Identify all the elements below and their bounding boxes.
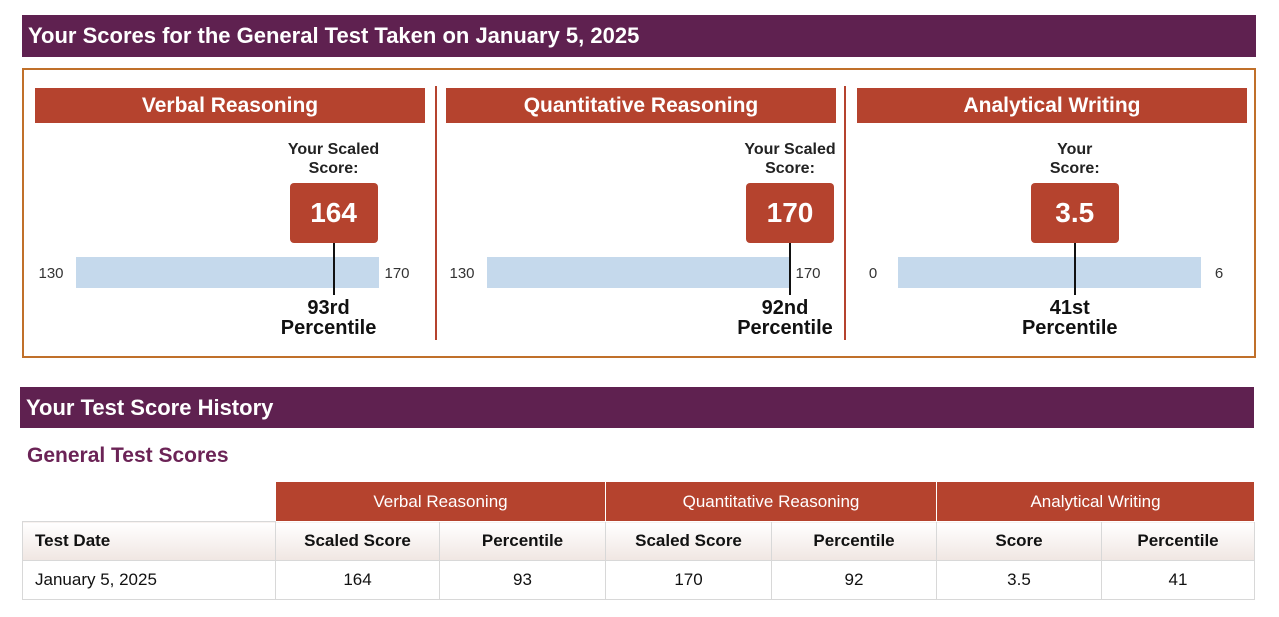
group-header: Analytical Writing (936, 481, 1255, 522)
score-label: Your Scaled Score: (287, 141, 380, 177)
percentile-text: 41st Percentile (1021, 297, 1118, 339)
column-header: Percentile (771, 521, 937, 561)
table-cell: January 5, 2025 (22, 560, 276, 600)
score-table: Verbal Reasoning Quantitative Reasoning … (22, 481, 1255, 600)
column-header: Test Date (22, 521, 276, 561)
table-cell: 3.5 (936, 560, 1102, 600)
group-header: Quantitative Reasoning (605, 481, 937, 522)
scale-min: 0 (868, 265, 878, 282)
column-header: Score (936, 521, 1102, 561)
score-badge: 3.5 (1030, 183, 1119, 243)
history-subtitle: General Test Scores (27, 444, 229, 467)
score-panel: Analytical Writing 0 6 Your Score: 3.5 41st P… (857, 88, 1247, 348)
column-header: Percentile (439, 521, 606, 561)
score-track (898, 257, 1201, 288)
table-cell: 41 (1101, 560, 1255, 600)
score-label: Your Score: (1049, 141, 1100, 177)
divider (844, 86, 846, 340)
scores-box (22, 68, 1256, 358)
column-header: Scaled Score (275, 521, 440, 561)
percentile-text: 93rd Percentile (280, 297, 377, 339)
scale-max: 170 (384, 265, 410, 282)
section-title: Quantitative Reasoning (446, 88, 836, 123)
column-header: Percentile (1101, 521, 1255, 561)
score-marker (1073, 243, 1076, 295)
score-panel: Verbal Reasoning 130 170 Your Scaled Score:… (35, 88, 425, 348)
scale-min: 130 (449, 265, 475, 282)
history-title: Your Test Score History (20, 387, 1254, 428)
score-badge: 170 (746, 183, 834, 243)
table-cell: 93 (439, 560, 606, 600)
group-header: Verbal Reasoning (275, 481, 606, 522)
score-badge: 164 (289, 183, 378, 243)
score-label: Your Scaled Score: (744, 141, 836, 177)
divider (435, 86, 437, 340)
report-title: Your Scores for the General Test Taken o… (22, 15, 1256, 57)
scale-max: 6 (1214, 265, 1224, 282)
section-title: Verbal Reasoning (35, 88, 425, 123)
section-title: Analytical Writing (857, 88, 1247, 123)
table-row: January 5, 2025 164 93 170 92 3.5 41 (22, 560, 1255, 600)
scale-min: 130 (38, 265, 64, 282)
score-marker (332, 243, 335, 295)
table-cell: 170 (605, 560, 772, 600)
percentile-text: 92nd Percentile (737, 297, 833, 339)
column-header: Scaled Score (605, 521, 772, 561)
scale-max: 170 (795, 265, 821, 282)
score-track (487, 257, 790, 288)
score-marker (789, 243, 791, 295)
table-cell: 92 (771, 560, 937, 600)
score-panel: Quantitative Reasoning 130 170 Your Scaled … (446, 88, 836, 348)
table-cell: 164 (275, 560, 440, 600)
score-track (76, 257, 379, 288)
